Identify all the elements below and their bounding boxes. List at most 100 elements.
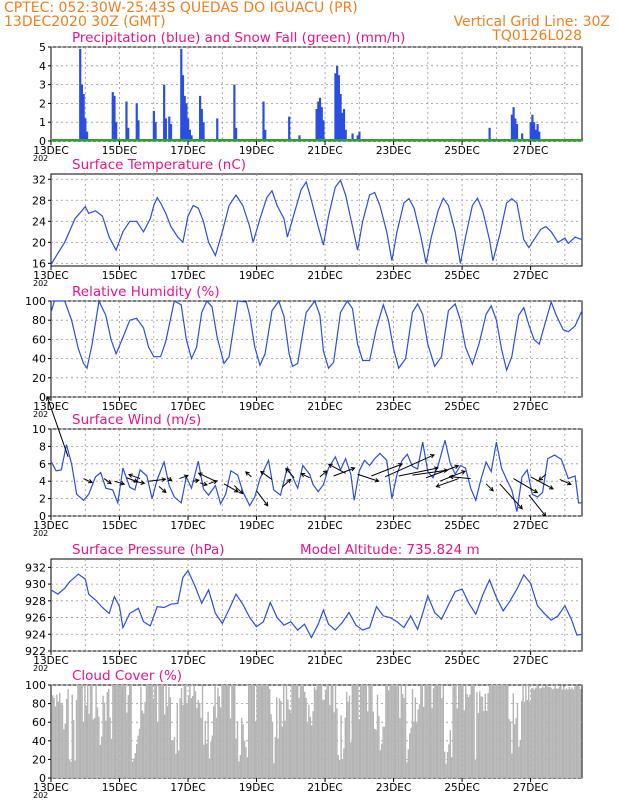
wind-arrow (83, 478, 93, 484)
precip-bar (152, 110, 155, 141)
wind-arrow (449, 476, 471, 480)
cloud-bar (266, 685, 268, 778)
wind-arrow-head (87, 479, 93, 484)
series-line (50, 179, 583, 265)
cloud-bar (151, 685, 153, 778)
cloud-bar (305, 697, 307, 778)
cloud-bar (288, 709, 290, 778)
wind-arrow-head (161, 488, 167, 494)
precip-bar (187, 118, 190, 141)
wind-arrow (425, 465, 459, 479)
cloud-bar (77, 685, 79, 778)
cloud-bar (556, 688, 558, 778)
wind-arrow (328, 463, 346, 474)
wind-arrow (513, 478, 538, 494)
precip-bar (337, 75, 340, 141)
cloud-bar (161, 685, 163, 778)
cloud-bar (176, 703, 178, 778)
precip-bar (298, 135, 301, 141)
cloud-bar (339, 759, 341, 778)
cloud-bar (243, 740, 246, 778)
cloud-bar (411, 689, 414, 778)
cloud-bar (459, 685, 461, 778)
y-tick-label: 4 (39, 60, 46, 73)
cloud-bar (379, 750, 381, 778)
precip-bar (351, 133, 354, 141)
y-tick-label: 0 (39, 772, 46, 785)
wind-arrow (208, 480, 218, 485)
x-tick-label: 19DEC (239, 782, 274, 794)
cloud-bar (390, 685, 393, 778)
precip-bar (80, 84, 84, 141)
cloud-bar (502, 685, 505, 778)
x-tick-label: 17DEC (170, 401, 205, 413)
cloud-bar (285, 685, 288, 778)
cloud-bar (572, 689, 575, 778)
cloud-bar (504, 685, 506, 778)
precip-bar (288, 116, 291, 141)
cloud-bar (348, 695, 351, 778)
wind-arrow-head (533, 488, 539, 494)
cloud-bar (301, 685, 303, 778)
cloud-bar (326, 685, 328, 778)
precip-bar (521, 133, 524, 141)
cloud-bar (64, 723, 66, 778)
precip-bar (181, 75, 185, 141)
cloud-bar (432, 688, 435, 778)
cloud-bar (463, 710, 465, 778)
cloud-bar (112, 685, 114, 778)
x-tick-label: 21DEC (307, 520, 342, 532)
cloud-bar (182, 704, 184, 778)
cloud-bar (105, 720, 107, 778)
cloud-bar (322, 700, 324, 778)
cloud-bar (294, 685, 296, 778)
precip-bar (344, 129, 347, 141)
cloud-bar (336, 708, 338, 778)
cloud-bar (155, 685, 157, 778)
wind-arrow (333, 467, 355, 477)
precip-bar (82, 94, 85, 141)
precip-bar (216, 118, 219, 141)
cloud-bar (299, 685, 302, 778)
cloud-bar (539, 688, 541, 778)
y-tick-label: 4 (39, 475, 46, 488)
wind-arrow-head (538, 476, 544, 481)
cloud-bar (361, 685, 363, 778)
precip-bar (125, 101, 128, 141)
cloud-bar (199, 702, 201, 778)
cloud-bar (190, 698, 192, 778)
cloud-bar (441, 698, 443, 778)
cloud-bar (448, 744, 450, 778)
y-tick-label: 40 (32, 353, 46, 366)
precip-bar (341, 112, 344, 141)
plot-frame (50, 428, 583, 517)
cloud-bar (236, 721, 239, 778)
cloud-bar (175, 753, 177, 778)
wind-arrow (285, 468, 295, 479)
cloud-bar (399, 718, 401, 778)
wind-arrow (114, 480, 125, 485)
cloud-bar (508, 719, 510, 778)
precip-bar (154, 122, 157, 141)
cloud-bar (234, 685, 236, 778)
wind-arrow-head (300, 473, 306, 478)
cloud-bar (138, 728, 141, 778)
wind-arrow-head (197, 472, 203, 477)
cloud-bar (239, 755, 241, 778)
cloud-bar (133, 758, 135, 778)
cloud-bar (368, 685, 370, 778)
cloud-bar (252, 685, 254, 778)
wind-arrow (499, 483, 523, 510)
cloud-bar (148, 685, 150, 778)
wind-arrow-head (549, 485, 554, 490)
cloud-bar (320, 685, 323, 778)
cloud-bar (484, 693, 486, 778)
cloud-bar (214, 685, 216, 778)
cloud-bar (327, 685, 330, 778)
cloud-bar (260, 685, 262, 778)
precip-bar (538, 131, 541, 141)
cloud-bar (540, 687, 542, 778)
cloud-bar (284, 720, 286, 778)
precip-bar (115, 122, 118, 141)
